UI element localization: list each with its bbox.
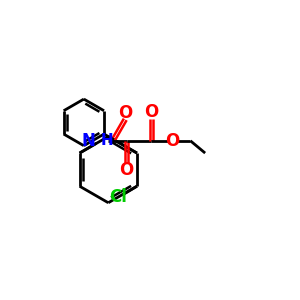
Text: O: O: [165, 132, 179, 150]
Text: Cl: Cl: [109, 188, 127, 206]
Text: O: O: [119, 161, 134, 179]
Text: N: N: [82, 132, 95, 150]
Text: O: O: [118, 103, 132, 122]
Text: H: H: [101, 133, 113, 148]
Text: O: O: [144, 103, 158, 121]
